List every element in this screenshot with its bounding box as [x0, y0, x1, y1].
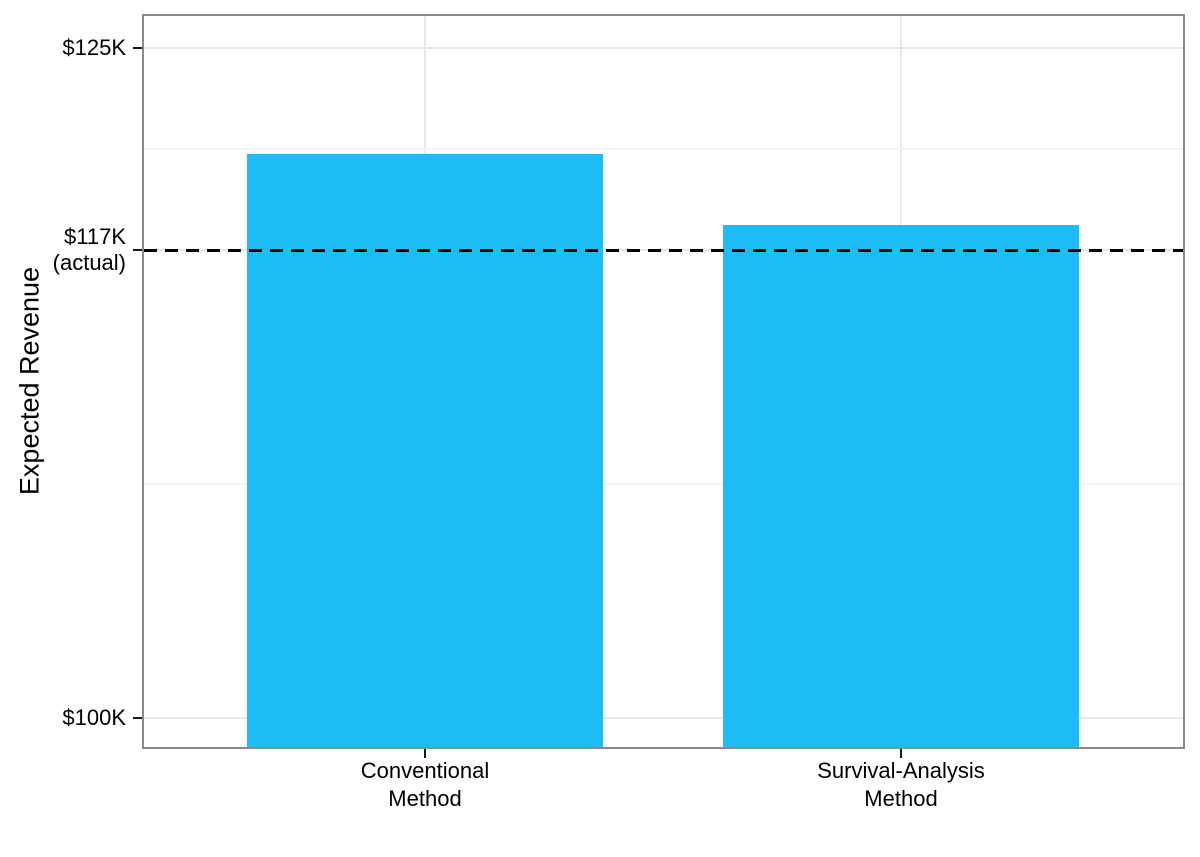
x-tick-label-conventional-method: Conventional Method [361, 757, 489, 813]
bar-layer [144, 16, 1183, 747]
y-gridline-major [144, 47, 1183, 49]
y-tick-label-line: $100K [62, 705, 126, 730]
x-tick-label-line: Conventional [360, 758, 490, 783]
x-tick-label-survival-analysis-method: Survival-Analysis Method [817, 757, 985, 813]
y-tick-label: $125K [0, 35, 126, 61]
plot-panel [142, 14, 1185, 749]
x-tick-mark [900, 749, 902, 758]
reference-line [144, 249, 1183, 252]
y-gridline-minor [144, 483, 1183, 485]
y-gridline-major [144, 717, 1183, 719]
y-tick-label: $117K (actual) [0, 224, 126, 276]
y-tick-label: $100K [0, 705, 126, 731]
y-tick-mark [133, 47, 142, 49]
reference-line-layer [144, 16, 1183, 747]
y-gridline-minor [144, 148, 1183, 150]
x-tick-label-line: Survival-Analysis [817, 758, 985, 783]
y-tick-label-line: $117K [64, 224, 126, 249]
x-tick-mark [424, 749, 426, 758]
y-tick-mark [133, 249, 142, 251]
x-tick-label-line: Method [864, 786, 938, 811]
y-tick-label-line: (actual) [52, 250, 126, 275]
y-tick-mark [133, 717, 142, 719]
bar-survival-analysis-method [723, 224, 1079, 747]
bar-conventional-method [247, 154, 603, 747]
x-tick-label-line: Method [388, 786, 462, 811]
y-tick-label-line: $125K [62, 35, 126, 60]
